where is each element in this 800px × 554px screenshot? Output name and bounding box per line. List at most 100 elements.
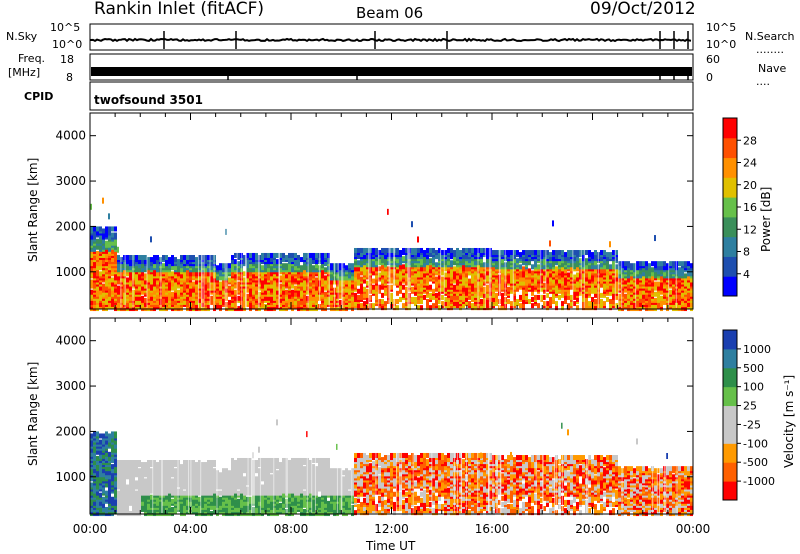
heatmap-cell [414,247,417,253]
heatmap-cell [96,285,99,291]
heatmap-cell [222,299,225,305]
heatmap-cell [444,250,447,256]
heatmap-cell [135,506,138,512]
heatmap-cell [381,292,384,298]
heatmap-cell [453,266,456,272]
heatmap-cell [279,275,282,281]
heatmap-cell [273,285,276,291]
data-gap [443,114,445,308]
heatmap-cell [99,226,102,232]
heatmap-cell [387,266,390,272]
heatmap-cell [150,460,153,466]
heatmap-cell [354,292,357,298]
data-gap [597,114,599,308]
heatmap-cell [654,235,656,242]
data-gap [341,114,343,308]
heatmap-cell [135,255,138,261]
heatmap-cell [480,262,483,268]
heatmap-cell [261,265,264,271]
data-gap [488,114,490,308]
heatmap-cell [294,285,297,291]
heatmap-cell [132,484,135,490]
colorbar-tick-label: 4 [743,268,750,281]
heatmap-cell [576,260,579,266]
cpid-panel-frame [89,81,694,111]
heatmap-cell [552,220,554,227]
data-gap [388,114,390,308]
heatmap-cell [99,439,102,445]
heatmap-cell [576,282,579,288]
heatmap-cell [591,264,594,270]
heatmap-cell [339,281,342,287]
heatmap-cell [93,299,96,305]
heatmap-cell [351,295,354,301]
heatmap-cell [117,263,120,269]
heatmap-cell [441,301,444,307]
heatmap-cell [147,304,150,310]
heatmap-cell [519,303,522,309]
heatmap-cell [558,282,561,288]
heatmap-cell [564,252,567,258]
heatmap-cell [207,283,210,289]
heatmap-cell [609,252,612,258]
nave-tick-top: 60 [706,53,720,66]
heatmap-cell [144,462,147,468]
heatmap-cell [684,273,687,279]
heatmap-cell [474,286,477,292]
heatmap-cell [549,256,552,262]
heatmap-cell [117,474,120,480]
heatmap-cell [357,303,360,309]
colorbar-tick-label: 8 [743,246,750,259]
heatmap-cell [306,289,309,295]
data-gap [241,114,243,308]
heatmap-cell [417,236,419,243]
heatmap-cell [153,255,156,261]
heatmap-cell [261,293,264,299]
heatmap-cell [378,250,381,256]
heatmap-cell [102,502,105,508]
heatmap-cell [618,283,621,289]
heatmap-cell [663,265,666,271]
heatmap-cell [582,305,585,311]
heatmap-cell [132,502,135,508]
heatmap-cell [177,259,180,265]
heatmap-cell [525,278,528,284]
heatmap-cell [438,247,441,253]
freq-tick-top: 18 [60,53,74,66]
data-gap [226,114,228,308]
colorbar-swatch [723,216,737,238]
heatmap-cell [168,257,171,263]
heatmap-cell [645,281,648,287]
heatmap-cell [96,250,99,256]
heatmap-cell [396,299,399,305]
heatmap-cell [237,252,240,258]
heatmap-cell [198,259,201,265]
nsky-line [90,37,692,43]
heatmap-cell [279,283,282,289]
heatmap-cell [546,270,549,276]
heatmap-cell [360,247,363,253]
heatmap-cell [441,276,444,282]
heatmap-cell [108,484,111,490]
data-gap [393,114,395,308]
heatmap-cell [300,257,303,263]
heatmap-cell [483,299,486,305]
heatmap-cell [105,226,108,232]
heatmap-cell [399,258,402,264]
heatmap-cell [663,271,666,277]
heatmap-cell [573,294,576,300]
heatmap-cell [195,299,198,305]
heatmap-cell [372,278,375,284]
heatmap-cell [96,238,99,244]
heatmap-cell [366,305,369,311]
heatmap-cell [141,255,144,261]
heatmap-cell [150,236,152,243]
heatmap-cell [399,284,402,290]
heatmap-cell [615,250,618,256]
heatmap-cell [294,252,297,258]
heatmap-cell [321,252,324,258]
heatmap-cell [471,247,474,253]
heatmap-cell [543,282,546,288]
data-gap [499,114,501,308]
